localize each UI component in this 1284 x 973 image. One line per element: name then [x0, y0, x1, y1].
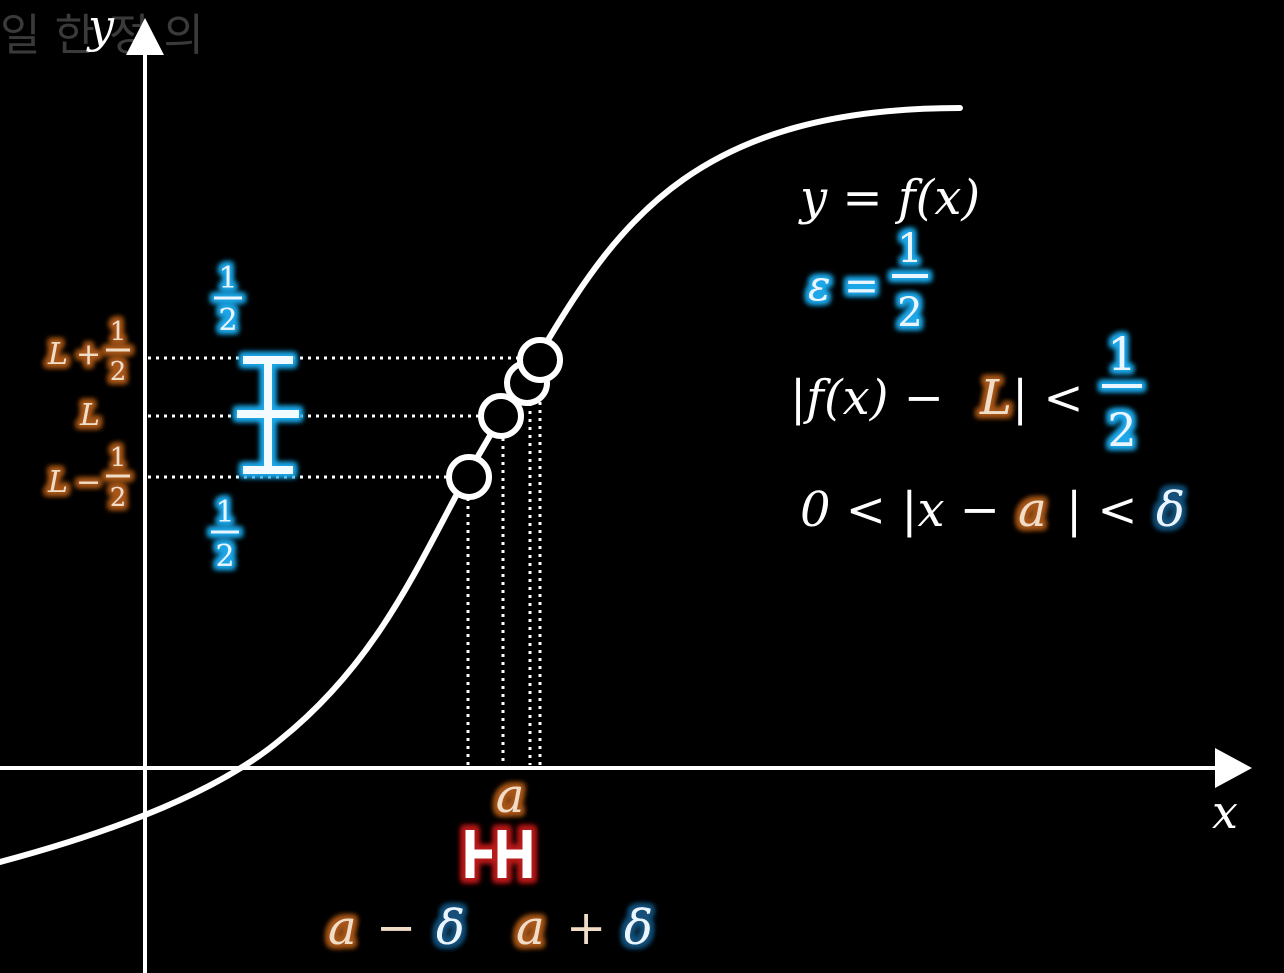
svg-text:+: +	[566, 900, 606, 956]
svg-text:1: 1	[110, 443, 127, 473]
svg-text:2: 2	[110, 483, 127, 513]
svg-text:L: L	[47, 337, 68, 372]
svg-text:δ: δ	[1156, 482, 1185, 538]
x-axis-arrow	[1215, 748, 1252, 788]
delta-inequality: 0 < |x − a | < δ	[800, 482, 1185, 538]
svg-text:−: −	[76, 465, 101, 500]
epsilon-label-top: 1 2	[214, 261, 242, 338]
svg-text:L: L	[979, 370, 1012, 426]
y-axis-label: y	[86, 0, 115, 53]
function-equation: y = f(x)	[798, 170, 980, 226]
svg-text:2: 2	[897, 290, 922, 336]
svg-text:a: a	[1018, 482, 1047, 538]
y-tick-lower: L − 1 2	[47, 443, 130, 513]
svg-text:|f(x) −: |f(x) −	[790, 370, 944, 426]
svg-text:1: 1	[218, 261, 237, 296]
svg-text:+: +	[76, 337, 101, 372]
hole-points	[446, 337, 563, 500]
axes: y x	[0, 0, 1252, 973]
point-mid	[478, 393, 524, 439]
delta-bracket	[465, 830, 532, 878]
svg-text:0 < |x −: 0 < |x −	[800, 482, 1000, 538]
svg-text:1: 1	[215, 495, 234, 530]
svg-text:ε =: ε =	[808, 261, 879, 310]
x-tick-right: a + δ	[516, 900, 653, 956]
svg-text:| <: | <	[1066, 482, 1138, 538]
svg-text:L: L	[79, 398, 100, 433]
svg-text:| <: | <	[1012, 370, 1084, 426]
epsilon-equation: ε = 1 2	[808, 226, 928, 336]
svg-text:2: 2	[218, 303, 237, 338]
y-tick-upper: L + 1 2	[47, 317, 130, 387]
x-axis-label: x	[1212, 785, 1238, 839]
y-axis-arrow	[126, 18, 164, 55]
svg-text:δ: δ	[624, 900, 653, 956]
svg-text:L: L	[47, 465, 68, 500]
guide-lines	[148, 356, 542, 765]
watermark-text: 일 한 정 의	[0, 10, 204, 61]
svg-text:a: a	[328, 900, 357, 956]
epsilon-label-bottom: 1 2	[211, 495, 239, 574]
svg-text:2: 2	[215, 539, 234, 574]
point-upper-b	[517, 337, 563, 383]
svg-text:2: 2	[110, 357, 127, 387]
x-tick-left: a − δ	[328, 900, 465, 956]
x-tick-a: a	[496, 768, 525, 824]
svg-text:1: 1	[897, 226, 922, 272]
point-lower	[446, 454, 492, 500]
svg-text:−: −	[376, 900, 416, 956]
svg-text:δ: δ	[436, 900, 465, 956]
epsilon-brackets	[237, 356, 299, 474]
svg-text:2: 2	[1107, 403, 1136, 457]
epsilon-inequality: |f(x) − L | < 1 2	[790, 327, 1142, 457]
svg-text:a: a	[496, 768, 525, 824]
svg-text:a: a	[516, 900, 545, 956]
svg-text:1: 1	[110, 317, 127, 347]
svg-text:1: 1	[1107, 327, 1136, 381]
y-tick-mid: L	[79, 398, 100, 433]
